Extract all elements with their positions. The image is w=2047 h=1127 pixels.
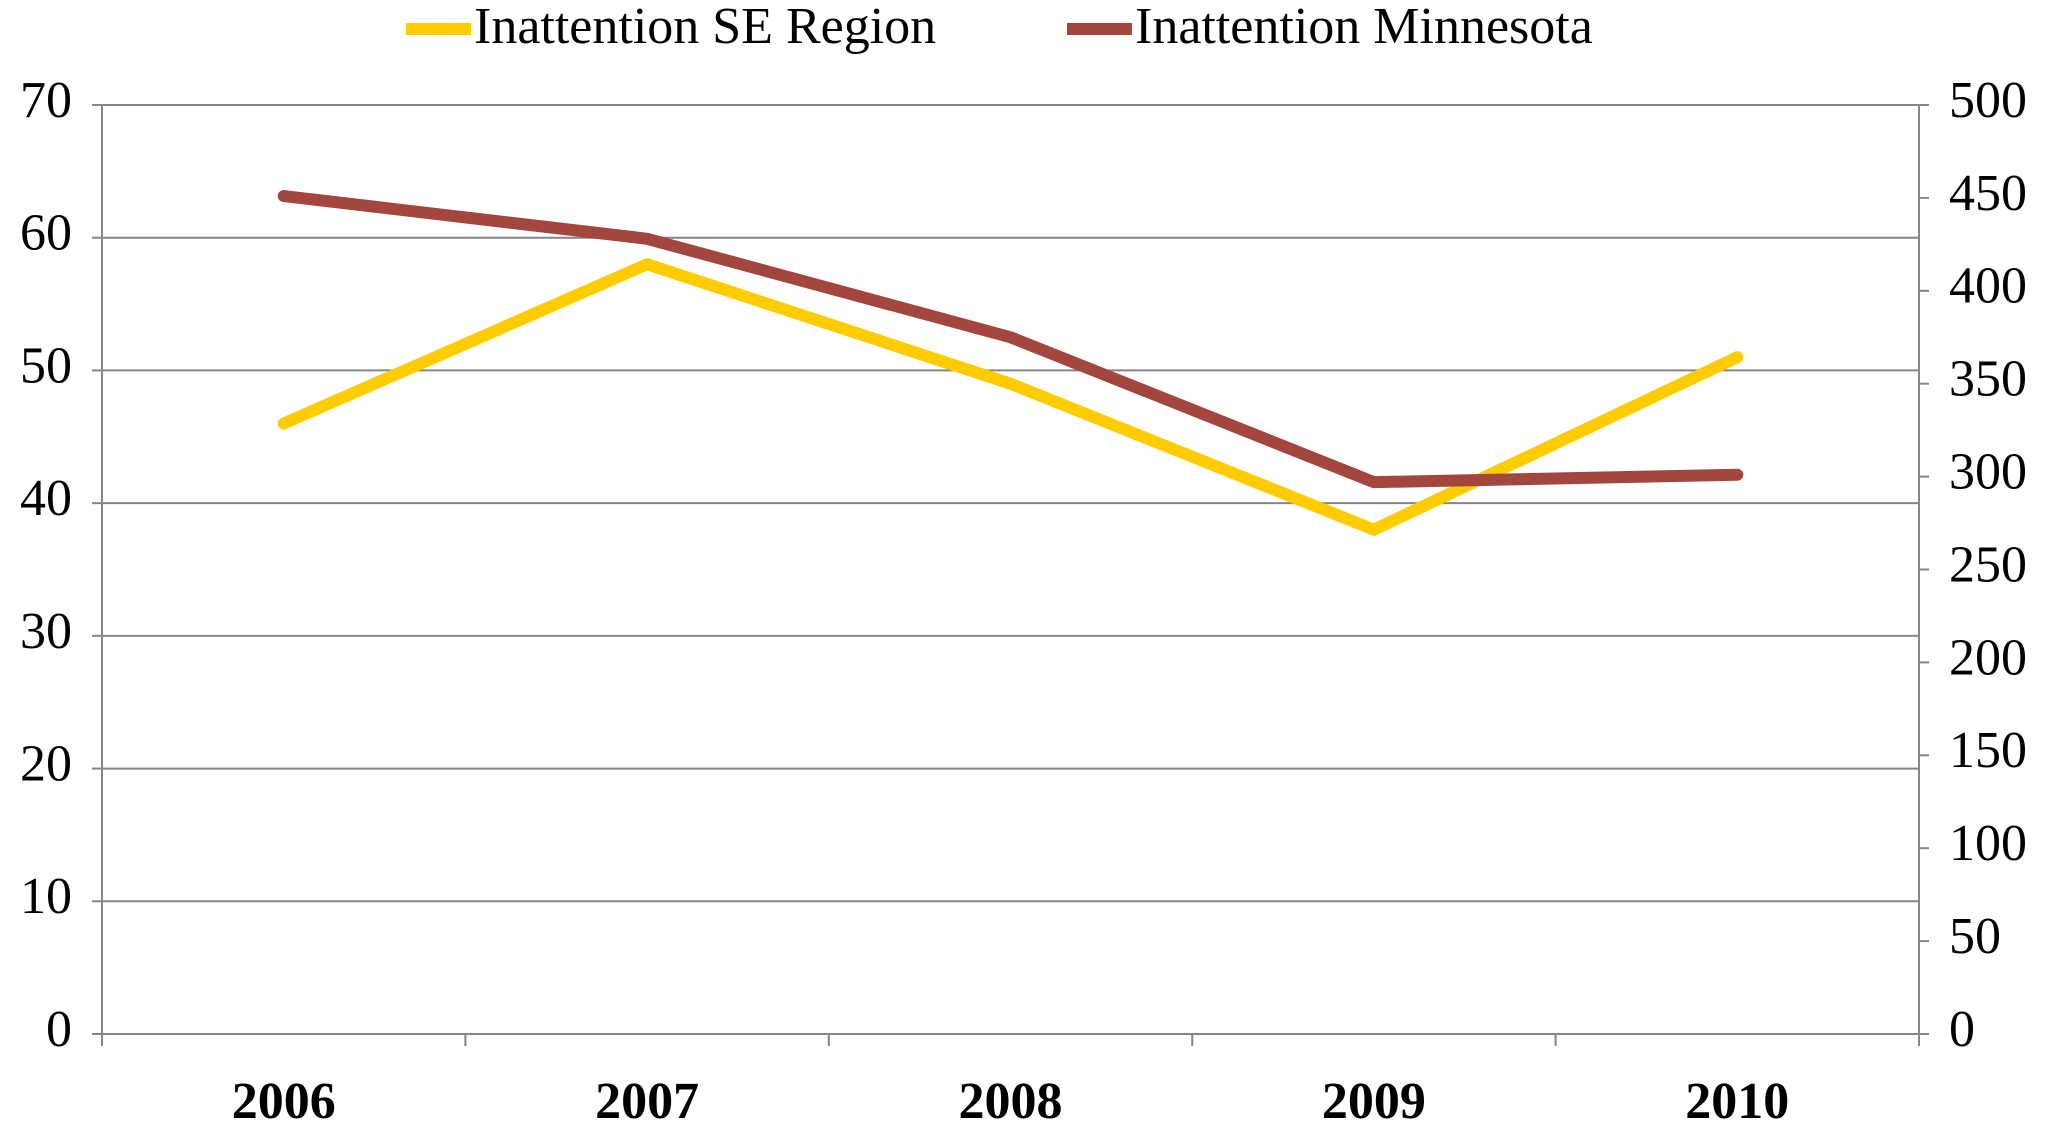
y2-tick-label: 300 <box>1949 444 2027 501</box>
y2-tick-label: 100 <box>1949 815 2027 872</box>
y-tick-label: 20 <box>20 736 72 793</box>
y2-tick-label: 50 <box>1949 908 2001 965</box>
y2-tick-label: 450 <box>1949 165 2027 222</box>
x-tick-label: 2007 <box>595 1073 699 1127</box>
x-tick-label: 2006 <box>232 1073 336 1127</box>
y-tick-label: 40 <box>20 470 72 527</box>
y-tick-label: 60 <box>20 205 72 262</box>
x-tick-label: 2008 <box>959 1073 1063 1127</box>
y-tick-label: 10 <box>20 868 72 925</box>
legend-label: Inattention Minnesota <box>1135 0 1593 55</box>
legend-label: Inattention SE Region <box>474 0 936 55</box>
y2-tick-label: 500 <box>1949 72 2027 129</box>
y-tick-label: 50 <box>20 337 72 394</box>
y2-tick-label: 200 <box>1949 629 2027 686</box>
y-tick-label: 0 <box>46 1001 72 1058</box>
y-tick-label: 70 <box>20 72 72 129</box>
y2-tick-label: 0 <box>1949 1001 1975 1058</box>
y2-tick-label: 350 <box>1949 351 2027 408</box>
y2-tick-label: 250 <box>1949 536 2027 593</box>
series-line <box>277 258 1744 536</box>
x-tick-label: 2010 <box>1685 1073 1789 1127</box>
y2-tick-label: 400 <box>1949 258 2027 315</box>
y2-tick-label: 150 <box>1949 722 2027 779</box>
y-tick-label: 30 <box>20 603 72 660</box>
series-line <box>277 190 1744 489</box>
x-tick-label: 2009 <box>1322 1073 1426 1127</box>
